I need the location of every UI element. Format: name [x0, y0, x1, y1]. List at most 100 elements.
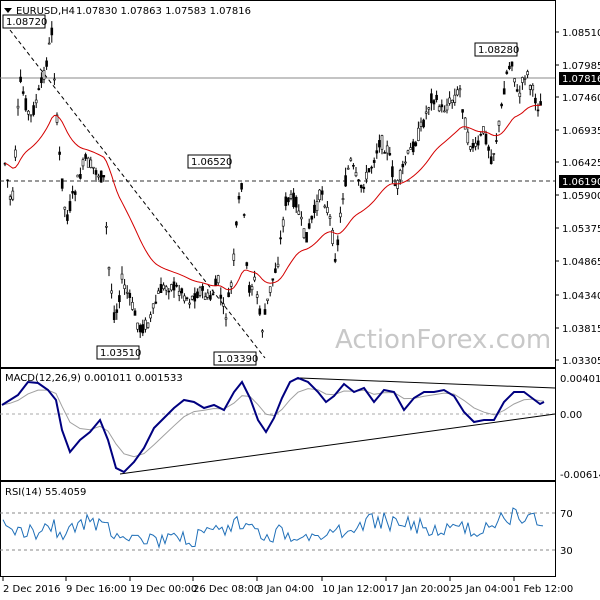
candle-body — [271, 278, 275, 281]
candle-body — [521, 77, 524, 83]
time-tick-label: 19 Dec 00:00 — [130, 584, 197, 595]
candle-body — [310, 215, 314, 220]
candle-body — [112, 312, 116, 320]
candle-body — [323, 205, 327, 208]
time-tick-label: 2 Dec 2016 — [3, 584, 61, 595]
candle-body — [162, 284, 165, 290]
candle-body — [149, 314, 152, 319]
candle-body — [388, 153, 392, 156]
candle-body — [214, 278, 217, 287]
candle-body — [89, 159, 93, 168]
candle-body — [378, 140, 381, 148]
rsi-pane[interactable] — [0, 481, 556, 577]
candle-body — [32, 105, 35, 115]
candle-body — [320, 190, 324, 195]
candle-body — [487, 146, 490, 151]
current-price-label: 1.07816 — [559, 72, 600, 85]
candle-body — [29, 114, 33, 117]
candle-body — [172, 281, 176, 291]
candle-body — [531, 84, 535, 91]
candle-body — [502, 88, 506, 95]
candle-body — [138, 325, 142, 333]
candle-body — [300, 216, 303, 220]
candle-body — [469, 146, 472, 150]
macd-lower-trendline — [119, 413, 556, 475]
candle-body — [411, 141, 415, 153]
candle-body — [193, 293, 197, 302]
candle-body — [268, 286, 272, 293]
candle-body — [110, 290, 113, 294]
candle-body — [362, 186, 366, 190]
annotation-high-2: 1.06520 — [187, 154, 232, 169]
macd-pane[interactable] — [0, 368, 556, 481]
candle-body — [190, 295, 194, 300]
candle-body — [255, 294, 259, 298]
candle-body — [346, 167, 350, 170]
price-tick-label: 1.05900 — [562, 191, 600, 202]
candle-body — [123, 284, 126, 289]
candle-body — [302, 228, 306, 239]
candle-body — [55, 114, 59, 123]
candle-body — [144, 319, 147, 330]
macd-tick-top: 0.004011 — [560, 374, 600, 385]
candle-body — [79, 174, 82, 179]
candle-body — [333, 258, 337, 262]
candle-body — [107, 267, 111, 270]
candle-body — [344, 175, 347, 187]
candle-body — [76, 174, 80, 178]
candle-body — [276, 263, 280, 267]
rsi-tick-70: 70 — [560, 509, 573, 520]
candle-body — [42, 70, 46, 80]
svg-text:1.06190: 1.06190 — [562, 177, 600, 188]
candle-body — [136, 322, 139, 330]
candle-body — [315, 201, 319, 211]
price-candles — [3, 21, 542, 338]
candle-body — [125, 291, 129, 294]
candle-body — [427, 107, 431, 110]
candle-body — [188, 302, 191, 305]
candle-body — [266, 298, 269, 301]
candle-body — [357, 179, 360, 182]
time-tick-label: 3 Jan 04:00 — [257, 584, 314, 595]
candle-body — [261, 330, 264, 333]
candle-body — [94, 170, 98, 175]
candle-body — [128, 292, 132, 298]
candle-body — [115, 309, 119, 313]
price-pane[interactable] — [0, 0, 556, 368]
candle-body — [430, 93, 433, 104]
candle-body — [240, 183, 243, 190]
support-price-label: 1.06190 — [559, 175, 600, 188]
candle-body — [456, 89, 459, 96]
candle-body — [6, 179, 9, 182]
collapse-arrow-icon[interactable] — [4, 8, 12, 13]
price-tick-label: 1.04865 — [562, 257, 600, 268]
candle-body — [281, 219, 285, 227]
candle-body — [513, 78, 516, 83]
candle-body — [484, 134, 488, 145]
candle-body — [224, 317, 228, 320]
candle-body — [328, 216, 332, 219]
candle-body — [47, 42, 51, 45]
candle-body — [383, 152, 386, 154]
candle-body — [37, 88, 41, 91]
candle-body — [435, 94, 438, 101]
candle-body — [458, 88, 462, 91]
price-tick-label: 1.04340 — [562, 291, 600, 302]
candle-body — [404, 161, 407, 164]
candle-body — [500, 103, 503, 107]
candle-body — [398, 170, 402, 181]
price-axis: 1.08510 1.07985 1.07460 1.06935 1.06425 1.059… — [555, 28, 600, 367]
time-tick-label: 25 Jan 04:00 — [450, 584, 513, 595]
candle-body — [206, 292, 210, 298]
candle-body — [99, 170, 103, 183]
annotation-high-1: 1.08720 — [2, 14, 47, 29]
candle-body — [497, 120, 501, 126]
candle-body — [131, 302, 134, 310]
candle-body — [45, 60, 48, 67]
candle-body — [331, 230, 334, 244]
candle-body — [518, 92, 522, 97]
candle-body — [180, 288, 184, 294]
candle-body — [146, 322, 150, 328]
candle-body — [203, 296, 207, 300]
